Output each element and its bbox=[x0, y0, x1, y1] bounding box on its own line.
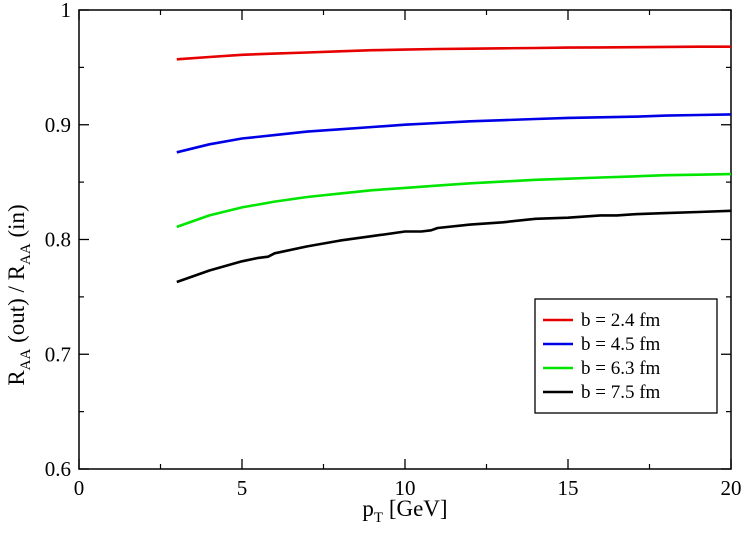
x-tick-label: 20 bbox=[721, 476, 742, 500]
x-axis-label: pT [GeV] bbox=[362, 496, 447, 526]
series-lines bbox=[176, 45, 732, 284]
x-tick-label: 0 bbox=[74, 476, 85, 500]
legend: b = 2.4 fm b = 4.5 fm b = 6.3 fm b = 7.5 fm bbox=[534, 298, 718, 414]
y-tick-label: 0.8 bbox=[45, 228, 71, 252]
x-tick-label: 10 bbox=[395, 476, 416, 500]
x-tick-label: 5 bbox=[237, 476, 248, 500]
series-line-1 bbox=[176, 45, 731, 61]
y-axis-label: RAA (out) / RAA (in) bbox=[4, 204, 34, 385]
x-tick-label: 15 bbox=[558, 476, 579, 500]
y-tick-label: 0.7 bbox=[45, 342, 71, 366]
legend-box bbox=[534, 298, 718, 414]
legend-label: b = 7.5 fm bbox=[581, 382, 661, 403]
y-tick-label: 0.9 bbox=[45, 113, 71, 137]
legend-label: b = 6.3 fm bbox=[581, 358, 661, 379]
y-axis: 0.6 0.7 0.8 0.9 1 bbox=[45, 0, 731, 481]
y-tick-label: 1 bbox=[61, 0, 72, 22]
legend-label: b = 2.4 fm bbox=[581, 310, 661, 331]
x-axis: 0 5 10 15 20 bbox=[74, 10, 742, 500]
series-line-4 bbox=[176, 209, 732, 284]
legend-label: b = 4.5 fm bbox=[581, 334, 661, 355]
series-line-2 bbox=[176, 113, 732, 154]
series-line-3 bbox=[176, 172, 732, 229]
y-tick-label: 0.6 bbox=[45, 457, 71, 481]
